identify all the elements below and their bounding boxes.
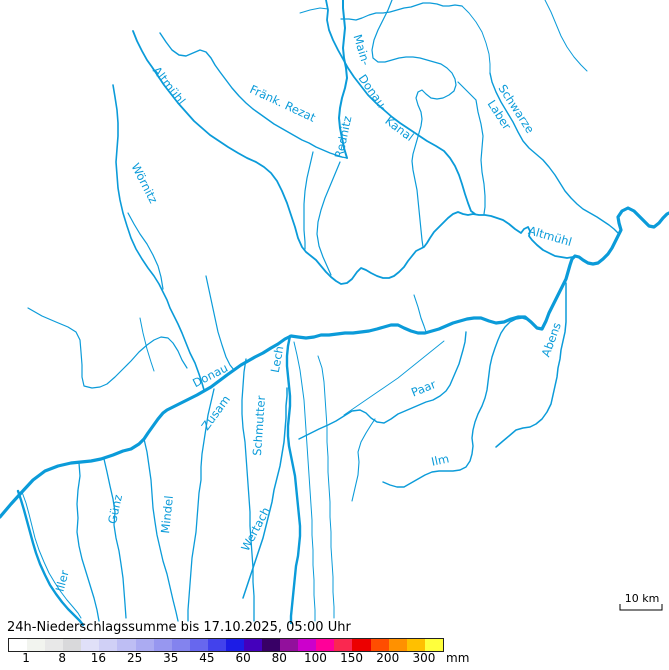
river-label-iller: Iller [53, 568, 72, 593]
legend-swatch-4 [81, 639, 100, 651]
legend-color-bar [8, 638, 444, 652]
legend-tick-300: 300 [412, 651, 436, 665]
legend-swatch-1 [27, 639, 46, 651]
river-label-ilm: Ilm [430, 451, 450, 468]
river-path-abens [495, 282, 567, 448]
river-label-mindel: Mindel [158, 495, 176, 534]
river-path-elbow-stream [27, 307, 188, 389]
river-path-iller [16, 489, 85, 627]
river-path-west-connector [299, 7, 329, 14]
legend-swatch-22 [406, 639, 425, 651]
legend-tick-1: 1 [22, 651, 30, 665]
legend-swatch-20 [370, 639, 389, 651]
river-path-east-channel [317, 355, 335, 619]
river-path-top-stream [340, 2, 463, 21]
legend-swatch-0 [9, 639, 28, 651]
river-path-rednitz [338, 0, 348, 159]
legend-swatch-21 [388, 639, 407, 651]
legend-swatch-14 [262, 639, 281, 651]
river-path-donau [0, 206, 669, 519]
legend-swatch-17 [316, 639, 335, 651]
river-path-ns-stream-b [316, 161, 341, 276]
river-path-altmuehl [132, 30, 574, 285]
river-label-woernitz: Wörnitz [128, 161, 160, 206]
legend-swatch-19 [352, 639, 371, 651]
scale-bar-label: 10 km [624, 592, 660, 605]
river-path-woernitz-arm [127, 212, 164, 290]
legend-swatch-13 [244, 639, 263, 651]
legend-unit-label: mm [446, 651, 470, 665]
legend-swatch-7 [135, 639, 154, 651]
river-path-mindel [143, 438, 179, 622]
legend-swatch-11 [207, 639, 226, 651]
legend-tick-16: 16 [90, 651, 107, 665]
legend-swatch-23 [424, 639, 443, 651]
legend-tick-25: 25 [126, 651, 143, 665]
legend-tick-8: 8 [58, 651, 67, 665]
river-label-schmutter: Schmutter [250, 395, 268, 456]
legend-swatch-15 [280, 639, 299, 651]
river-path-woernitz [112, 84, 205, 391]
river-path-schmutter [241, 358, 255, 622]
river-path-guenz [103, 458, 127, 619]
river-path-schwarze-laber [489, 72, 619, 234]
legend-tick-200: 200 [376, 651, 400, 665]
river-label-donau-kanal: Donau- [356, 72, 391, 114]
river-path-ne-tributary [413, 294, 427, 333]
river-path-topright-stream [544, 0, 588, 72]
river-label-lech: Lech [268, 345, 286, 374]
legend-tick-45: 45 [199, 651, 215, 665]
river-path-lech-braid [293, 341, 316, 622]
river-label-zusam: Zusam [199, 393, 233, 433]
river-path-laber-source [461, 5, 491, 74]
legend-swatch-18 [334, 639, 353, 651]
legend-swatch-12 [225, 639, 245, 651]
river-path-paar [298, 331, 467, 440]
river-path-small-stream [139, 317, 155, 372]
river-labels: Altmühl Wörnitz Fränk. Rezat Main- Donau… [53, 33, 574, 594]
legend-swatch-10 [189, 639, 208, 651]
legend-swatch-9 [171, 639, 190, 651]
river-label-guenz: Günz [105, 493, 125, 525]
river-label-wertach: Wertach [238, 505, 273, 554]
river-path-wertach [242, 387, 288, 599]
legend-swatch-16 [298, 639, 317, 651]
river-path-iller-side-channel [21, 491, 82, 619]
legend-swatch-8 [153, 639, 172, 651]
legend-tick-labels: 1 8 16 25 35 45 60 80 100 150 200 300 [0, 651, 669, 667]
river-label-rednitz: Rednitz [332, 115, 355, 160]
river-label-altmuehl-mid: Altmühl [527, 223, 574, 249]
river-path-main-donau-kanal [325, 0, 476, 215]
river-path-loop-stream [371, 0, 457, 248]
legend-swatch-5 [99, 639, 118, 651]
river-path-north-tributary [205, 275, 235, 371]
river-path-ilm [382, 317, 538, 488]
legend-tick-150: 150 [340, 651, 364, 665]
river-label-altmuehl-upper: Altmühl [150, 64, 188, 108]
river-path-paar-branch [351, 418, 376, 502]
river-label-main: Main- [351, 33, 374, 67]
river-path-zusam [187, 388, 215, 622]
river-path-tributary-west [76, 462, 100, 622]
river-path-ns-stream-a [303, 151, 314, 250]
river-path-fraenk-rezat [159, 32, 348, 159]
river-path-weisse-laber [457, 81, 486, 215]
legend-tick-35: 35 [163, 651, 179, 665]
river-path-lech [285, 334, 302, 625]
legend-swatch-2 [45, 639, 64, 651]
legend-tick-80: 80 [271, 651, 287, 665]
legend-tick-100: 100 [303, 651, 327, 665]
legend-tick-60: 60 [235, 651, 251, 665]
river-label-paar: Paar [409, 377, 438, 400]
river-path-straight-canal [343, 340, 445, 416]
scale-bar-bracket [619, 604, 663, 611]
legend-swatch-3 [63, 639, 82, 651]
river-label-fraenk-rezat: Fränk. Rezat [248, 82, 319, 125]
map-title: 24h-Niederschlagssumme bis 17.10.2025, 0… [7, 620, 351, 635]
river-network [0, 0, 669, 627]
legend-swatch-6 [117, 639, 136, 651]
river-label-kanal: Kanal [382, 114, 416, 144]
